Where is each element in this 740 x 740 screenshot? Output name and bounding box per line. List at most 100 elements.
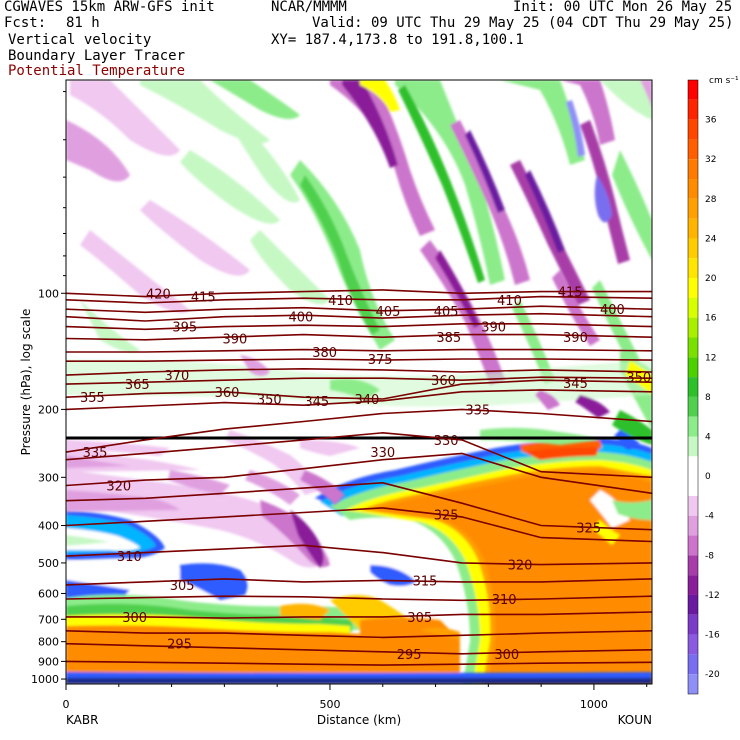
organization-label: NCAR/MMMM (271, 0, 347, 15)
colorbar-level (688, 436, 698, 457)
vertical-velocity-field: 420 415 410 405 405 410 415 400 400 395 390 385 390 3… (66, 80, 652, 684)
y-tick-label: 600 (38, 587, 59, 600)
colorbar-tick-label: 12 (705, 353, 716, 363)
theta-label: 320 (508, 559, 533, 574)
theta-label: 390 (223, 333, 248, 348)
theta-label: 410 (328, 294, 353, 309)
theta-label: 345 (304, 395, 329, 410)
theta-contour (66, 481, 652, 531)
y-tick-label: 1000 (31, 673, 59, 686)
theta-label: 365 (125, 378, 150, 393)
colorbar-tick-label: 0 (705, 472, 711, 482)
theta-label: 300 (122, 611, 147, 626)
theta-label: 390 (563, 331, 588, 346)
theta-label: 360 (215, 386, 240, 401)
y-tick-label: 100 (38, 287, 59, 300)
theta-label: 420 (146, 287, 171, 302)
potential-temperature-contours (66, 289, 652, 666)
colorbar-level (688, 258, 698, 279)
theta-label: 380 (312, 346, 337, 361)
x-tick-label: 500 (319, 698, 340, 711)
theta-label: 415 (558, 286, 583, 301)
forecast-hour: 81 h (66, 15, 100, 31)
theta-label: 310 (117, 550, 142, 565)
init-time: Init: 00 UTC Mon 26 May 25 (513, 0, 733, 15)
colorbar-level (688, 654, 698, 675)
colorbar-level (688, 495, 698, 516)
colorbar-units: cm s⁻¹ (709, 76, 739, 86)
theta-label: 405 (376, 305, 401, 320)
valid-time: Valid: 09 UTC Thu 29 May 25 (04 CDT Thu … (312, 15, 734, 31)
y-tick-label: 700 (38, 613, 59, 626)
y-axis-title: Pressure (hPa), log scale (19, 309, 33, 456)
theta-contour (66, 642, 652, 655)
theta-contour (66, 323, 652, 331)
colorbar-level (688, 139, 698, 160)
x-tick-label: 1000 (580, 698, 608, 711)
theta-label: 370 (164, 369, 189, 384)
theta-label: 340 (355, 393, 380, 408)
colorbar-level (688, 218, 698, 239)
left-lower-region (66, 510, 652, 684)
colorbar-level (688, 297, 698, 318)
theta-label: 405 (434, 305, 459, 320)
colorbar-tick-label: 20 (705, 274, 717, 284)
theta-contour (66, 333, 652, 341)
colorbar-tick-label: 16 (705, 314, 717, 324)
colorbar-tick-label: 8 (705, 393, 711, 403)
theta-label: 385 (436, 331, 461, 346)
theta-label: 325 (434, 509, 459, 524)
theta-label: 305 (170, 579, 195, 594)
theta-label: 300 (494, 648, 519, 663)
colorbar-level (688, 515, 698, 536)
theta-contour (66, 431, 652, 479)
model-title: CGWAVES 15km ARW-GFS init (4, 0, 215, 15)
colorbar-level (688, 80, 698, 100)
y-tick-label: 500 (38, 557, 59, 570)
theta-label: 395 (172, 321, 197, 336)
y-axis: 100 200 300 400 500 600 700 800 900 1000 (31, 91, 66, 686)
theta-contour (66, 544, 652, 566)
theta-label: 295 (167, 638, 192, 653)
theta-contour (66, 358, 652, 362)
colorbar-level (688, 614, 698, 635)
forecast-label: Fcst: (4, 15, 47, 31)
theta-contour (66, 305, 652, 314)
colorbar-tick-label: -4 (705, 512, 714, 522)
theta-label: 335 (83, 446, 108, 461)
upper-troposphere-bands (66, 355, 652, 456)
colorbar-level (688, 456, 698, 496)
y-tick-label: 300 (38, 471, 59, 484)
theta-label: 350 (257, 393, 282, 408)
colorbar-level (688, 535, 698, 556)
y-tick-label: 900 (38, 655, 59, 668)
theta-contour (66, 295, 652, 304)
theta-contour (66, 312, 652, 322)
plot-frame (65, 79, 653, 685)
field-boundary-layer-tracer: Boundary Layer Tracer (8, 48, 186, 64)
colorbar-level (688, 119, 698, 140)
y-tick-label: 200 (38, 403, 59, 416)
potential-temperature-labels: 420 415 410 405 405 410 415 400 400 395 390 385 390 3… (80, 286, 651, 663)
colorbar-level (688, 634, 698, 655)
theta-label: 355 (80, 391, 105, 406)
theta-contour (66, 367, 652, 376)
theta-label: 410 (497, 294, 522, 309)
field-vertical-velocity: Vertical velocity (8, 32, 152, 48)
theta-label: 360 (431, 374, 456, 389)
theta-label: 375 (368, 353, 393, 368)
theta-label: 330 (370, 446, 395, 461)
theta-contour (66, 578, 652, 586)
colorbar-level (688, 317, 698, 338)
colorbar-level (688, 594, 698, 615)
theta-contour (66, 595, 652, 602)
stratospheric-wave-bands (66, 80, 652, 430)
right-endpoint-label: KOUN (618, 713, 652, 727)
theta-label: 325 (576, 522, 601, 537)
colorbar-level (688, 416, 698, 437)
colorbar-tick-label: 32 (705, 155, 716, 165)
colorbar-frame (687, 79, 699, 695)
theta-label: 305 (407, 611, 432, 626)
left-endpoint-label: KABR (66, 713, 98, 727)
colorbar-level (688, 238, 698, 259)
